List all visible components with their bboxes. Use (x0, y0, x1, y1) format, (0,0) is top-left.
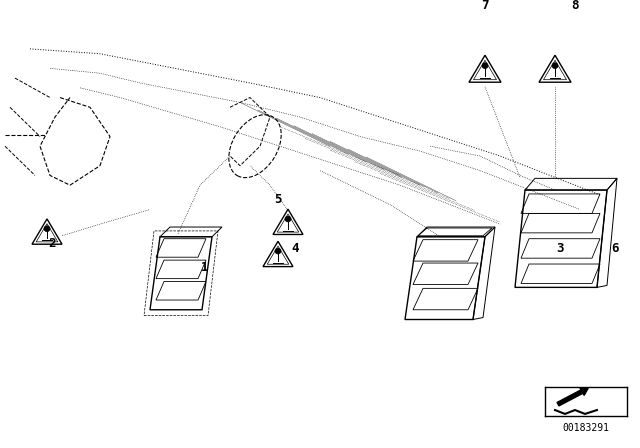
Circle shape (552, 63, 558, 69)
Text: 00183291: 00183291 (563, 422, 609, 433)
Circle shape (275, 248, 281, 254)
Text: 6: 6 (611, 242, 619, 255)
Text: 5: 5 (275, 193, 282, 206)
Text: 2: 2 (48, 237, 56, 250)
Text: 3: 3 (556, 242, 564, 255)
Text: 7: 7 (481, 0, 489, 12)
Circle shape (285, 216, 291, 222)
Text: 8: 8 (572, 0, 579, 12)
Text: 1: 1 (201, 262, 209, 275)
Text: 4: 4 (291, 242, 299, 255)
Circle shape (482, 63, 488, 69)
FancyArrow shape (557, 388, 588, 406)
Circle shape (44, 226, 50, 232)
